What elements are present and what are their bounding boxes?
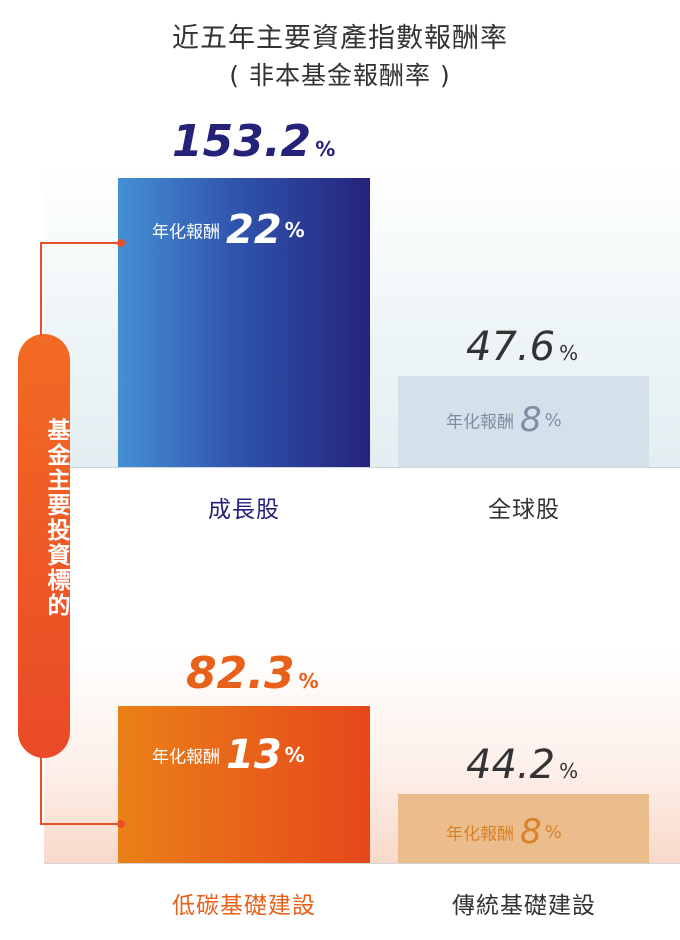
total-return-global: 47.6% [466,324,579,370]
connector-bottom-dot [117,820,125,828]
chart-subtitle: ( 非本基金報酬率 ) [229,61,451,90]
bar-growth-stocks [118,178,370,467]
top-baseline [44,467,680,468]
annual-return-low-carbon: 年化報酬 13% [152,732,305,778]
category-label-growth: 成長股 [208,497,280,523]
connector-top-dot [117,239,125,247]
bottom-baseline [44,863,680,864]
annual-return-growth: 年化報酬 22% [152,207,305,253]
category-label-low-carbon: 低碳基礎建設 [172,893,316,919]
bar-traditional-infrastructure [398,794,649,863]
bar-global-stocks [398,376,649,467]
bar-low-carbon-infrastructure [118,706,370,863]
fund-target-pill [18,334,70,758]
total-return-low-carbon: 82.3% [186,648,319,699]
total-return-traditional: 44.2% [466,742,579,788]
chart-title: 近五年主要資產指數報酬率 [172,23,508,54]
annual-return-global: 年化報酬 8% [446,400,562,440]
fund-target-label: 基金主要投資標的 [43,418,69,618]
connector-bottom-line [40,823,120,825]
annual-return-traditional: 年化報酬 8% [446,812,562,852]
category-label-traditional: 傳統基礎建設 [452,893,596,919]
connector-top-line [40,242,120,244]
total-return-growth: 153.2% [172,116,336,167]
category-label-global: 全球股 [488,497,560,523]
